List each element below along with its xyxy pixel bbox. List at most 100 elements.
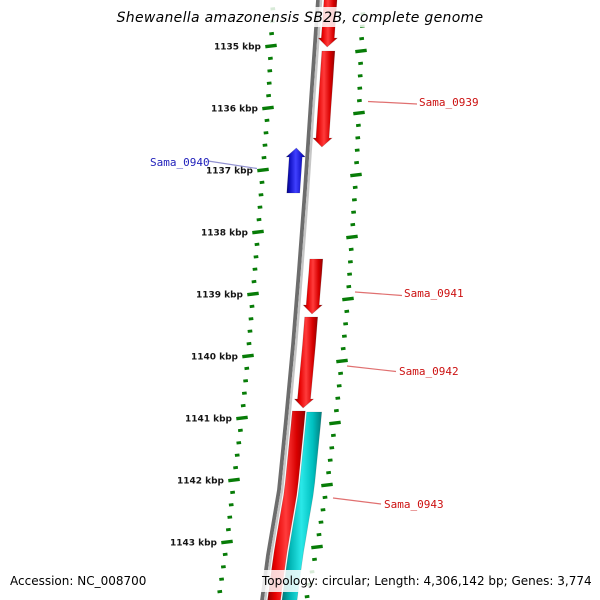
right-major-tick: [353, 110, 365, 116]
right-minor-tick: [329, 446, 335, 450]
right-minor-tick: [312, 557, 317, 562]
right-minor-tick: [351, 198, 357, 202]
gene-arrow-Sama_0943[interactable]: [267, 410, 306, 600]
left-minor-tick: [240, 403, 246, 408]
left-minor-tick: [217, 589, 223, 594]
left-major-tick: [257, 167, 269, 173]
right-minor-tick: [350, 222, 356, 227]
right-minor-tick: [304, 594, 310, 599]
left-minor-tick: [257, 205, 263, 209]
gene-label-leader-Sama_0940: [207, 160, 258, 170]
right-major-tick: [329, 420, 341, 426]
gene-label-Sama_0941[interactable]: Sama_0941: [404, 287, 464, 300]
right-minor-tick: [341, 334, 347, 338]
right-minor-tick: [330, 433, 336, 438]
right-minor-tick: [355, 123, 361, 128]
right-minor-tick: [326, 470, 332, 475]
left-minor-tick: [222, 552, 228, 557]
right-minor-tick: [352, 185, 358, 190]
right-minor-tick: [355, 136, 361, 140]
left-minor-tick: [233, 465, 239, 470]
gene-arrow-Sama_0941[interactable]: [302, 258, 324, 315]
scale-label: 1139 kbp: [196, 291, 244, 301]
right-minor-tick: [359, 36, 365, 41]
right-minor-tick: [357, 74, 363, 78]
left-major-tick: [262, 105, 274, 111]
left-minor-tick: [248, 317, 254, 321]
left-minor-tick: [267, 56, 273, 61]
left-minor-tick: [256, 217, 262, 222]
left-minor-tick: [264, 118, 270, 123]
left-minor-tick: [261, 155, 267, 160]
gene-arrow-adjacent-gene[interactable]: [281, 411, 323, 600]
left-minor-tick: [266, 81, 272, 85]
right-minor-tick: [344, 309, 350, 314]
left-minor-tick: [266, 93, 272, 98]
left-minor-tick: [219, 577, 225, 581]
left-minor-tick: [230, 490, 236, 495]
scale-ticks-layer: 1135 kbp 1136 kbp 1137 kbp 1138 kbp 1139 kbp…: [170, 7, 367, 599]
backbone-layer: [260, 0, 323, 600]
right-minor-tick: [318, 520, 324, 524]
right-minor-tick: [320, 508, 326, 512]
gene-label-Sama_0942[interactable]: Sama_0942: [399, 365, 459, 378]
right-minor-tick: [316, 532, 322, 537]
left-minor-tick: [253, 255, 259, 259]
gene-label-Sama_0939[interactable]: Sama_0939: [419, 96, 479, 109]
right-minor-tick: [346, 284, 352, 289]
left-major-tick: [265, 43, 277, 49]
left-minor-tick: [262, 143, 268, 147]
right-minor-tick: [347, 272, 353, 276]
right-major-tick: [311, 544, 323, 550]
gene-label-leader-Sama_0943: [332, 497, 382, 505]
left-minor-tick: [227, 515, 233, 519]
left-minor-tick: [228, 503, 234, 507]
scale-label: 1135 kbp: [214, 43, 262, 53]
gene-arrow-Sama_0939[interactable]: [312, 50, 336, 148]
left-minor-tick: [251, 279, 257, 284]
scale-label: 1142 kbp: [177, 477, 225, 487]
left-minor-tick: [246, 341, 252, 346]
scale-label: 1141 kbp: [185, 415, 233, 425]
left-minor-tick: [220, 565, 226, 569]
left-minor-tick: [244, 366, 250, 371]
right-minor-tick: [343, 322, 349, 326]
gene-label-Sama_0943[interactable]: Sama_0943: [384, 498, 444, 511]
left-minor-tick: [252, 267, 258, 271]
scale-label: 1137 kbp: [206, 167, 254, 177]
right-minor-tick: [358, 61, 364, 66]
gene-arrow-Sama_0940[interactable]: [285, 147, 306, 194]
left-minor-tick: [241, 391, 247, 395]
right-minor-tick: [354, 148, 360, 152]
gene-arrow-Sama_0942[interactable]: [293, 316, 319, 409]
right-minor-tick: [348, 247, 354, 252]
right-minor-tick: [340, 346, 346, 351]
left-major-tick: [252, 229, 264, 235]
right-major-tick: [350, 172, 362, 178]
gene-label-leader-Sama_0941: [354, 291, 403, 297]
accession-text: Accession: NC_008700: [10, 574, 146, 588]
left-major-tick: [236, 415, 248, 421]
left-minor-tick: [234, 453, 240, 457]
left-minor-tick: [259, 180, 265, 185]
left-minor-tick: [258, 193, 264, 197]
right-minor-tick: [333, 408, 339, 413]
right-minor-tick: [354, 160, 360, 165]
left-minor-tick: [225, 527, 231, 532]
left-minor-tick: [243, 379, 249, 383]
scale-label: 1140 kbp: [191, 353, 239, 363]
left-minor-tick: [269, 31, 275, 36]
scale-label: 1138 kbp: [201, 229, 249, 239]
right-minor-tick: [327, 458, 333, 462]
left-minor-tick: [247, 329, 253, 333]
genome-backbone: [260, 0, 320, 600]
left-minor-tick: [267, 69, 273, 73]
right-minor-tick: [347, 260, 353, 264]
scale-label: 1136 kbp: [211, 105, 259, 115]
gene-label-Sama_0940[interactable]: Sama_0940: [150, 156, 210, 169]
left-minor-tick: [236, 441, 242, 445]
genome-stats-text: Topology: circular; Length: 4,306,142 bp…: [261, 574, 592, 588]
left-major-tick: [247, 291, 259, 297]
